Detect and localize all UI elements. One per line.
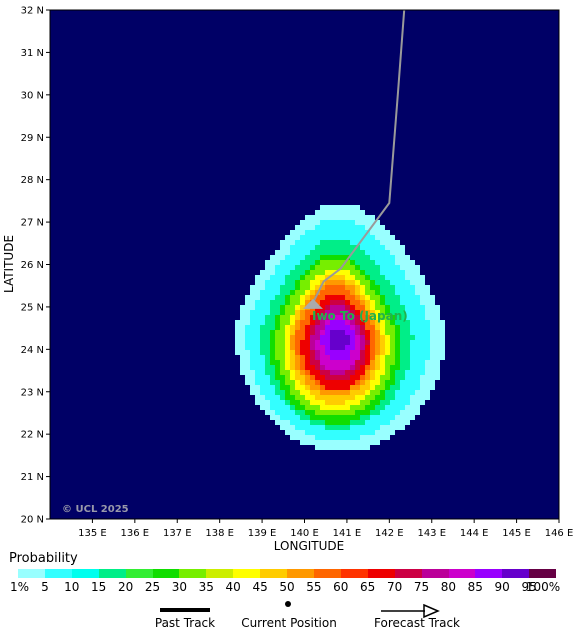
legend-swatch xyxy=(394,569,422,578)
lat-tick-label: 21 N xyxy=(21,472,44,483)
legend-label: 55 xyxy=(306,580,322,594)
lat-tick-label: 30 N xyxy=(21,90,44,101)
forecast-track-line xyxy=(310,9,406,308)
legend-label: 65 xyxy=(360,580,376,594)
lon-tick-label: 137 E xyxy=(163,528,192,539)
lat-tick-label: 22 N xyxy=(21,430,44,441)
legend-swatch xyxy=(152,569,180,578)
lon-tick-label: 140 E xyxy=(290,528,319,539)
lon-tick-label: 146 E xyxy=(545,528,574,539)
legend-label: 90 xyxy=(494,580,510,594)
x-axis-title: LONGITUDE xyxy=(274,539,344,553)
legend-swatch xyxy=(287,569,314,578)
legend-label: 15 xyxy=(91,580,107,594)
lon-tick-label: 135 E xyxy=(78,528,107,539)
lon-tick-label: 143 E xyxy=(417,528,446,539)
legend-swatch xyxy=(18,569,45,578)
legend-swatch xyxy=(44,569,72,578)
lon-tick-label: 144 E xyxy=(460,528,489,539)
forecast-arrow-icon xyxy=(423,603,440,619)
legend-swatch xyxy=(340,569,368,578)
legend-swatch xyxy=(125,569,153,578)
current-position-symbol xyxy=(285,601,291,607)
legend-swatch xyxy=(367,569,395,578)
legend-label: 10 xyxy=(64,580,80,594)
storm-position-icon xyxy=(302,298,323,309)
legend-swatch xyxy=(179,569,207,578)
lon-tick-label: 136 E xyxy=(121,528,150,539)
legend-swatch xyxy=(502,569,530,578)
legend-label: 1% xyxy=(10,580,30,594)
lat-tick-label: 29 N xyxy=(21,133,44,144)
legend-swatch xyxy=(260,569,288,578)
probability-color-bar xyxy=(18,569,557,578)
lon-tick-label: 139 E xyxy=(248,528,277,539)
legend-label: 30 xyxy=(171,580,188,594)
legend-swatch xyxy=(421,569,449,578)
lat-tick-label: 25 N xyxy=(21,302,44,313)
lon-tick-label: 145 E xyxy=(502,528,531,539)
lat-tick-label: 26 N xyxy=(21,260,44,271)
place-label: Iwo To (Japan) xyxy=(312,309,408,323)
y-axis-title: LATITUDE xyxy=(2,235,16,293)
legend-label: 95 xyxy=(521,580,537,594)
legend-label: 100% xyxy=(525,580,561,594)
legend-swatch xyxy=(475,569,503,578)
lat-tick-label: 28 N xyxy=(21,175,44,186)
legend-label: 40 xyxy=(225,580,241,594)
legend-label: 45 xyxy=(252,580,268,594)
legend-swatch xyxy=(448,569,476,578)
lat-tick-label: 23 N xyxy=(21,387,44,398)
forecast-track-label: Forecast Track xyxy=(374,616,460,630)
legend-swatch xyxy=(206,569,234,578)
latitude-ticks: 20 N 21 N 22 N 23 N 24 N 25 N 26 N 27 N 28 N 29 N… xyxy=(21,6,50,526)
legend-label: 5 xyxy=(41,580,49,594)
lat-tick-label: 20 N xyxy=(21,515,44,526)
legend-label: 20 xyxy=(117,580,134,594)
lon-tick-label: 138 E xyxy=(205,528,234,539)
legend-label: 25 xyxy=(144,580,161,594)
legend-swatch xyxy=(313,569,341,578)
lat-tick-label: 24 N xyxy=(21,345,44,356)
legend-swatch xyxy=(529,569,557,578)
lat-tick-label: 27 N xyxy=(21,218,44,229)
legend-swatch xyxy=(98,569,126,578)
legend-swatch xyxy=(71,569,99,578)
legend-label: 35 xyxy=(198,580,214,594)
lat-tick-label: 32 N xyxy=(21,6,44,17)
lon-tick-label: 142 E xyxy=(375,528,404,539)
legend-title: Probability xyxy=(9,551,78,566)
copyright-label: © UCL 2025 xyxy=(62,504,129,515)
lon-tick-label: 141 E xyxy=(333,528,362,539)
probability-contour xyxy=(330,330,350,350)
legend-label: 85 xyxy=(467,580,483,594)
lat-tick-label: 31 N xyxy=(21,48,44,59)
past-track-label: Past Track xyxy=(154,616,216,630)
legend-label: 50 xyxy=(279,580,295,594)
legend-label: 75 xyxy=(413,580,430,594)
legend-label: 60 xyxy=(333,580,349,594)
current-position-label: Current Position xyxy=(241,616,337,630)
legend-label: 80 xyxy=(440,580,457,594)
longitude-ticks: 135 E 136 E 137 E 138 E 139 E 140 E 141 E 142 E… xyxy=(78,519,573,539)
legend-swatch xyxy=(233,569,261,578)
legend-label: 70 xyxy=(386,580,403,594)
